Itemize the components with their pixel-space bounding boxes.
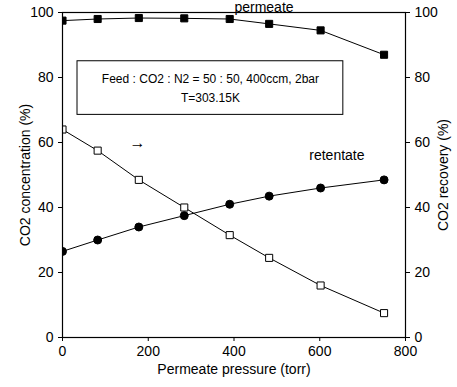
svg-text:CO2 concentration (%): CO2 concentration (%) (17, 104, 33, 246)
svg-text:800: 800 (394, 343, 418, 359)
svg-text:400: 400 (222, 343, 246, 359)
svg-text:80: 80 (38, 69, 54, 85)
svg-text:600: 600 (308, 343, 332, 359)
svg-text:100: 100 (415, 4, 439, 20)
svg-text:80: 80 (415, 69, 431, 85)
svg-text:60: 60 (415, 134, 431, 150)
svg-text:40: 40 (38, 199, 54, 215)
svg-text:Feed : CO2 : N2 = 50 : 50, 400: Feed : CO2 : N2 = 50 : 50, 400ccm, 2bar (102, 72, 319, 86)
svg-text:60: 60 (38, 134, 54, 150)
svg-text:200: 200 (137, 343, 161, 359)
svg-text:100: 100 (30, 4, 54, 20)
svg-text:CO2 recovery (%): CO2 recovery (%) (435, 119, 451, 231)
svg-text:20: 20 (38, 264, 54, 280)
svg-text:40: 40 (415, 199, 431, 215)
svg-text:0: 0 (59, 343, 67, 359)
svg-text:0: 0 (415, 329, 423, 345)
svg-text:retentate: retentate (309, 147, 364, 163)
svg-text:20: 20 (415, 264, 431, 280)
svg-text:Permeate pressure (torr): Permeate pressure (torr) (157, 361, 310, 377)
svg-text:→: → (130, 134, 146, 151)
svg-text:0: 0 (46, 329, 54, 345)
svg-text:T=303.15K: T=303.15K (181, 91, 240, 105)
